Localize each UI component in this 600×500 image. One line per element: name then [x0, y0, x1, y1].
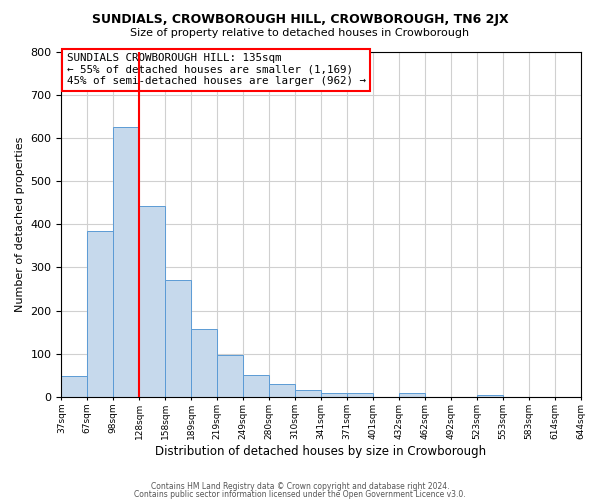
Bar — [88, 230, 113, 397]
Bar — [61, 376, 88, 397]
Text: SUNDIALS CROWBOROUGH HILL: 135sqm
← 55% of detached houses are smaller (1,169)
4: SUNDIALS CROWBOROUGH HILL: 135sqm ← 55% … — [67, 53, 365, 86]
Text: SUNDIALS, CROWBOROUGH HILL, CROWBOROUGH, TN6 2JX: SUNDIALS, CROWBOROUGH HILL, CROWBOROUGH,… — [92, 12, 508, 26]
Bar — [476, 395, 503, 397]
Bar — [139, 206, 165, 397]
Text: Contains public sector information licensed under the Open Government Licence v3: Contains public sector information licen… — [134, 490, 466, 499]
Text: Contains HM Land Registry data © Crown copyright and database right 2024.: Contains HM Land Registry data © Crown c… — [151, 482, 449, 491]
Bar — [113, 127, 139, 397]
Bar — [295, 390, 321, 397]
Bar — [347, 392, 373, 397]
Bar — [243, 374, 269, 397]
Bar — [269, 384, 295, 397]
Bar — [165, 280, 191, 397]
Bar — [217, 354, 243, 397]
X-axis label: Distribution of detached houses by size in Crowborough: Distribution of detached houses by size … — [155, 444, 487, 458]
Y-axis label: Number of detached properties: Number of detached properties — [15, 136, 25, 312]
Bar — [191, 329, 217, 397]
Text: Size of property relative to detached houses in Crowborough: Size of property relative to detached ho… — [130, 28, 470, 38]
Bar — [399, 392, 425, 397]
Bar — [321, 392, 347, 397]
